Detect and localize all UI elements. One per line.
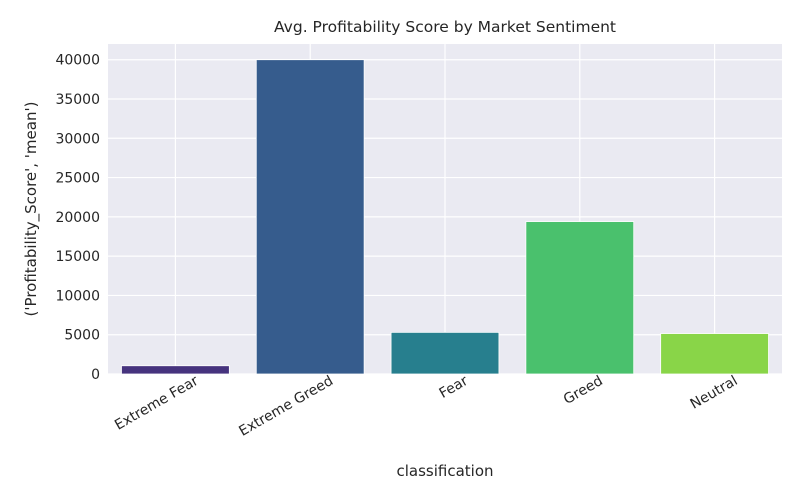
x-tick-labels: Extreme Fear Extreme Greed Fear Greed Neutra… [112,373,740,440]
y-tick-label: 15000 [55,249,100,265]
chart-title: Avg. Profitability Score by Market Senti… [274,18,616,36]
x-tick-label: Extreme Greed [236,373,336,440]
y-tick-label: 30000 [55,131,100,147]
bar-fear [390,331,500,375]
bar-neutral [660,333,769,375]
y-axis-title: ('Profitability_Score', 'mean') [22,102,41,317]
y-tick-label: 25000 [55,171,100,187]
y-tick-label: 0 [91,367,100,383]
y-tick-label: 35000 [55,92,100,108]
bar-extreme-greed [255,59,365,375]
x-axis-title: classification [396,462,493,480]
y-tick-labels: 0 5000 10000 15000 20000 25000 30000 35000 40000 [55,53,100,383]
y-tick-label: 40000 [55,53,100,69]
y-tick-label: 20000 [55,210,100,226]
bar-greed [525,221,635,375]
x-tick-label: Neutral [688,373,741,413]
x-tick-label: Fear [437,373,471,402]
y-tick-label: 5000 [64,328,100,344]
y-tick-label: 10000 [55,288,100,304]
bar-extreme-fear [121,365,230,375]
x-tick-label: Greed [561,373,606,408]
bars [121,59,769,375]
x-tick-label: Extreme Fear [112,373,201,434]
